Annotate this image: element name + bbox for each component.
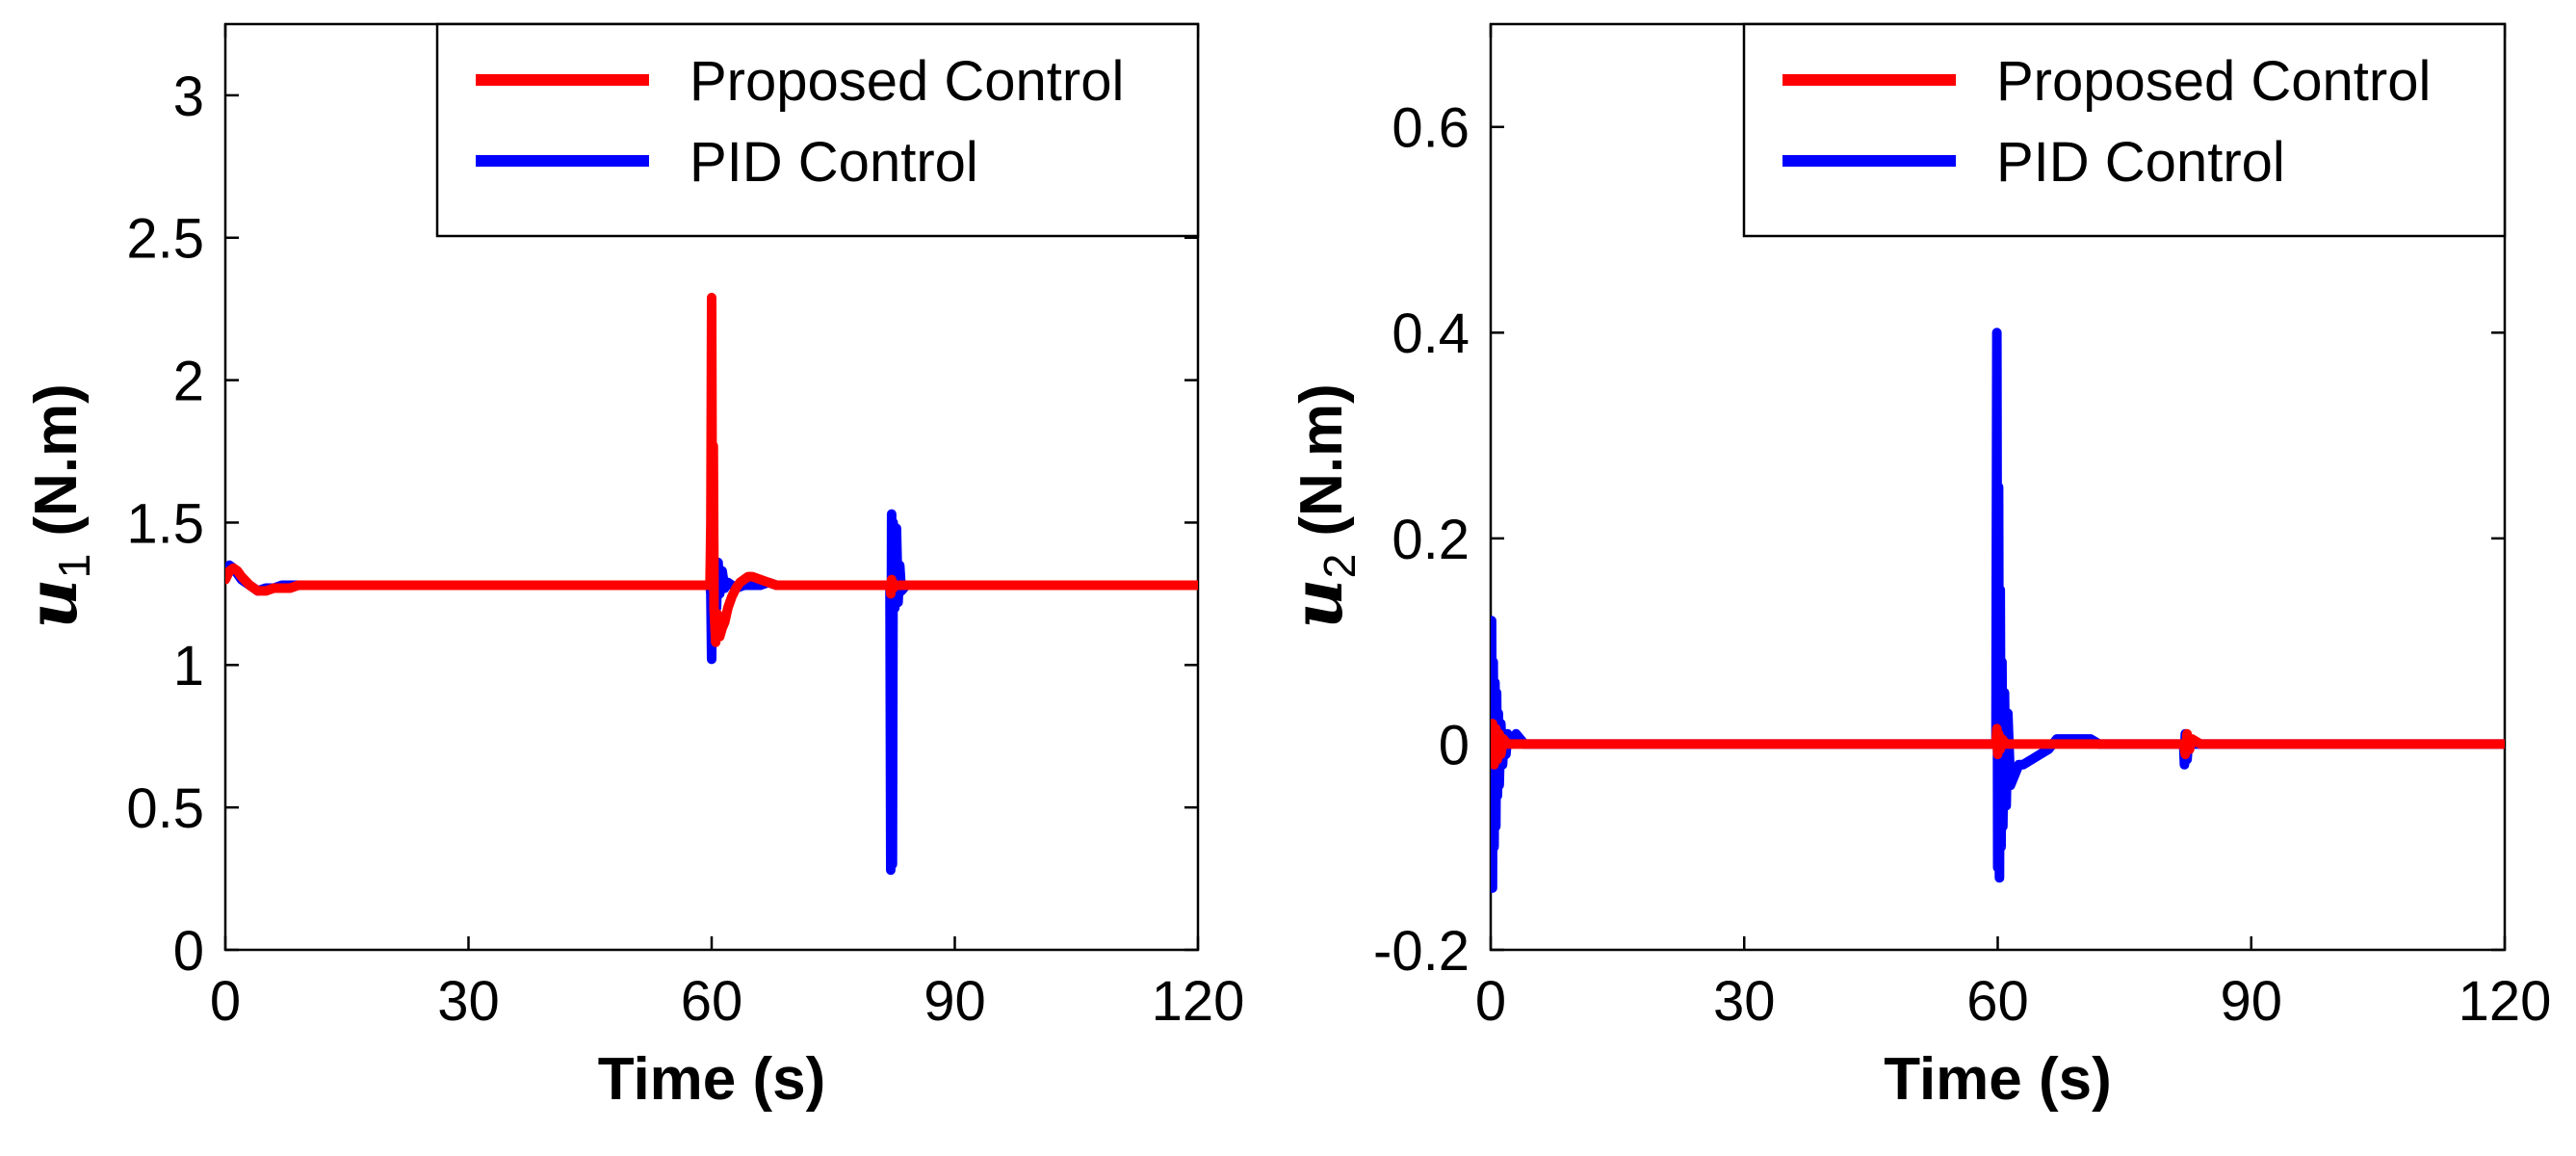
legend-label-proposed-control: Proposed Control bbox=[1996, 50, 2431, 113]
y-tick-label: 0.2 bbox=[1392, 509, 1470, 571]
legend-box bbox=[1742, 22, 2507, 238]
y-tick-label: 1.5 bbox=[126, 492, 204, 555]
legend: Proposed Control PID Control bbox=[1742, 22, 2507, 238]
y-tick-label: 3 bbox=[173, 66, 204, 128]
legend-label-proposed-control: Proposed Control bbox=[690, 50, 1124, 113]
y-tick-label: -0.2 bbox=[1373, 920, 1470, 983]
x-tick-label: 30 bbox=[1713, 970, 1776, 1033]
y-tick-label: 1 bbox=[173, 635, 204, 697]
y-axis-label-unit: (N.m) bbox=[1288, 383, 1355, 536]
x-tick-label: 60 bbox=[1966, 970, 2029, 1033]
y-tick-label: 0 bbox=[173, 920, 204, 983]
x-axis-label: Time (s) bbox=[598, 1046, 826, 1113]
y-tick-label: 2.5 bbox=[126, 208, 204, 271]
y-axis-label-subscript: 1 bbox=[49, 554, 99, 579]
y-axis-label-unit: (N.m) bbox=[23, 383, 90, 536]
x-tick-label: 90 bbox=[2220, 970, 2282, 1033]
x-axis-label: Time (s) bbox=[1884, 1046, 2112, 1113]
series-group bbox=[225, 292, 1198, 876]
legend: Proposed Control PID Control bbox=[435, 22, 1200, 238]
y-tick-label: 0.5 bbox=[126, 777, 204, 840]
series-group bbox=[1491, 328, 2505, 893]
legend-label-pid-control: PID Control bbox=[690, 131, 978, 194]
y-tick-label: 0.6 bbox=[1392, 97, 1470, 160]
x-tick-label: 120 bbox=[2459, 970, 2552, 1033]
y-tick-label: 2 bbox=[173, 350, 204, 412]
y-tick-label: 0.4 bbox=[1392, 302, 1470, 365]
y-axis-label-subscript: 2 bbox=[1314, 554, 1365, 579]
series-line-proposed-control bbox=[225, 292, 1198, 647]
y-axis-label: u1 (N.m) bbox=[11, 383, 99, 629]
x-tick-label: 30 bbox=[437, 970, 500, 1033]
x-tick-label: 0 bbox=[210, 970, 241, 1033]
legend-box bbox=[435, 22, 1200, 238]
x-tick-label: 120 bbox=[1152, 970, 1245, 1033]
y-axis-label-symbol: u bbox=[11, 578, 92, 628]
x-tick-label: 0 bbox=[1475, 970, 1506, 1033]
y-axis-label-symbol: u bbox=[1276, 578, 1358, 628]
series-line-proposed-control bbox=[1491, 719, 2505, 770]
legend-label-pid-control: PID Control bbox=[1996, 131, 2285, 194]
x-tick-label: 90 bbox=[924, 970, 986, 1033]
y-tick-label: 0 bbox=[1439, 714, 1470, 776]
x-tick-label: 60 bbox=[681, 970, 743, 1033]
y-axis-label: u2 (N.m) bbox=[1276, 383, 1365, 629]
